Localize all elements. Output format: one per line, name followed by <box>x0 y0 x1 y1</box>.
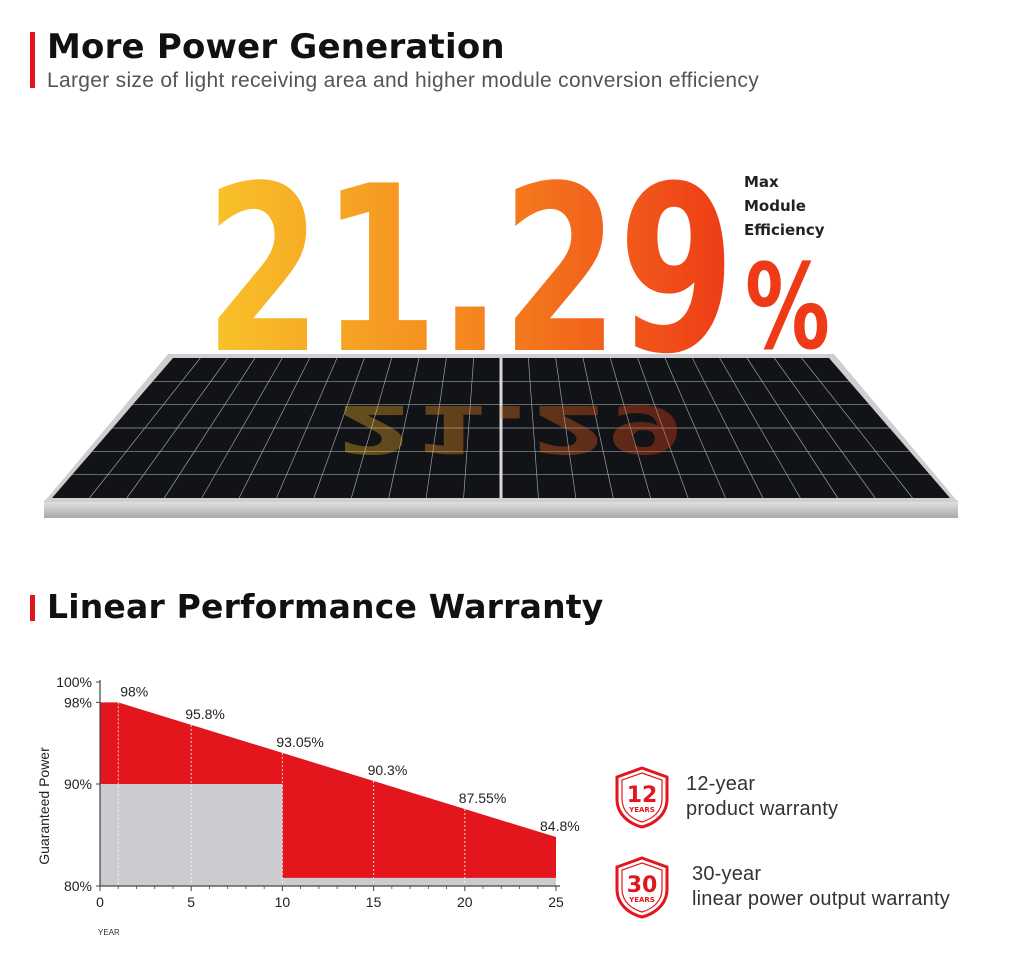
data-label: 98% <box>120 683 148 699</box>
accent-bar <box>30 595 35 621</box>
section-heading-warranty: Linear Performance Warranty <box>30 586 603 628</box>
standard-area <box>100 784 556 886</box>
warranty-badge-30: 30 YEARS 30-year linear power output war… <box>612 855 950 919</box>
x-axis-label: YEAR <box>98 928 120 937</box>
badge-line1: 30-year <box>692 863 762 885</box>
data-label: 95.8% <box>185 706 225 722</box>
x-tick-label: 0 <box>96 894 104 910</box>
data-label: 93.05% <box>276 734 323 750</box>
x-tick-label: 25 <box>548 894 564 910</box>
badge-line2: linear power output warranty <box>692 888 950 910</box>
data-label: 90.3% <box>368 762 408 778</box>
efficiency-label-line: Efficiency <box>744 221 825 239</box>
efficiency-value: 21.29 <box>205 140 735 360</box>
data-label: 84.8% <box>540 818 580 834</box>
warranty-title: Linear Performance Warranty <box>47 587 604 626</box>
svg-text:21.29: 21.29 <box>336 390 684 466</box>
accent-bar <box>30 32 35 88</box>
y-axis-label: Guaranteed Power <box>36 747 52 865</box>
y-tick-label: 80% <box>64 878 92 894</box>
x-tick-label: 5 <box>187 894 195 910</box>
efficiency-label-line: Max <box>744 173 779 191</box>
x-tick-label: 10 <box>275 894 291 910</box>
badge-unit: YEARS <box>628 806 655 814</box>
section-heading-power: More Power Generation Larger size of lig… <box>30 26 759 94</box>
page-subtitle: Larger size of light receiving area and … <box>47 69 760 92</box>
shield-badge-icon: 30 YEARS <box>615 856 669 919</box>
badge-unit: YEARS <box>628 896 655 904</box>
badge-line1: 12-year <box>686 773 756 795</box>
warranty-badge-12: 12 YEARS 12-year product warranty <box>612 765 838 829</box>
y-tick-label: 100% <box>56 674 92 690</box>
x-tick-label: 20 <box>457 894 473 910</box>
y-tick-label: 98% <box>64 694 92 710</box>
efficiency-label: Max Module Efficiency <box>744 170 825 242</box>
shield-badge-icon: 12 YEARS <box>615 766 669 829</box>
efficiency-unit: % <box>745 238 830 360</box>
solar-panel-image: 21.29 <box>44 354 958 518</box>
badge-number: 12 <box>627 783 658 808</box>
y-tick-label: 90% <box>64 776 92 792</box>
data-label: 87.55% <box>459 790 506 806</box>
warranty-chart: 0 5 10 15 20 25 80% 90% 98% 100% 98% 95.8% 93.05% 90… <box>36 674 580 937</box>
badge-number: 30 <box>627 873 658 898</box>
efficiency-figure: 21.29 % <box>205 140 830 360</box>
efficiency-label-line: Module <box>744 197 806 215</box>
page-title: More Power Generation <box>47 27 505 67</box>
x-tick-label: 15 <box>366 894 382 910</box>
badge-line2: product warranty <box>686 798 839 820</box>
